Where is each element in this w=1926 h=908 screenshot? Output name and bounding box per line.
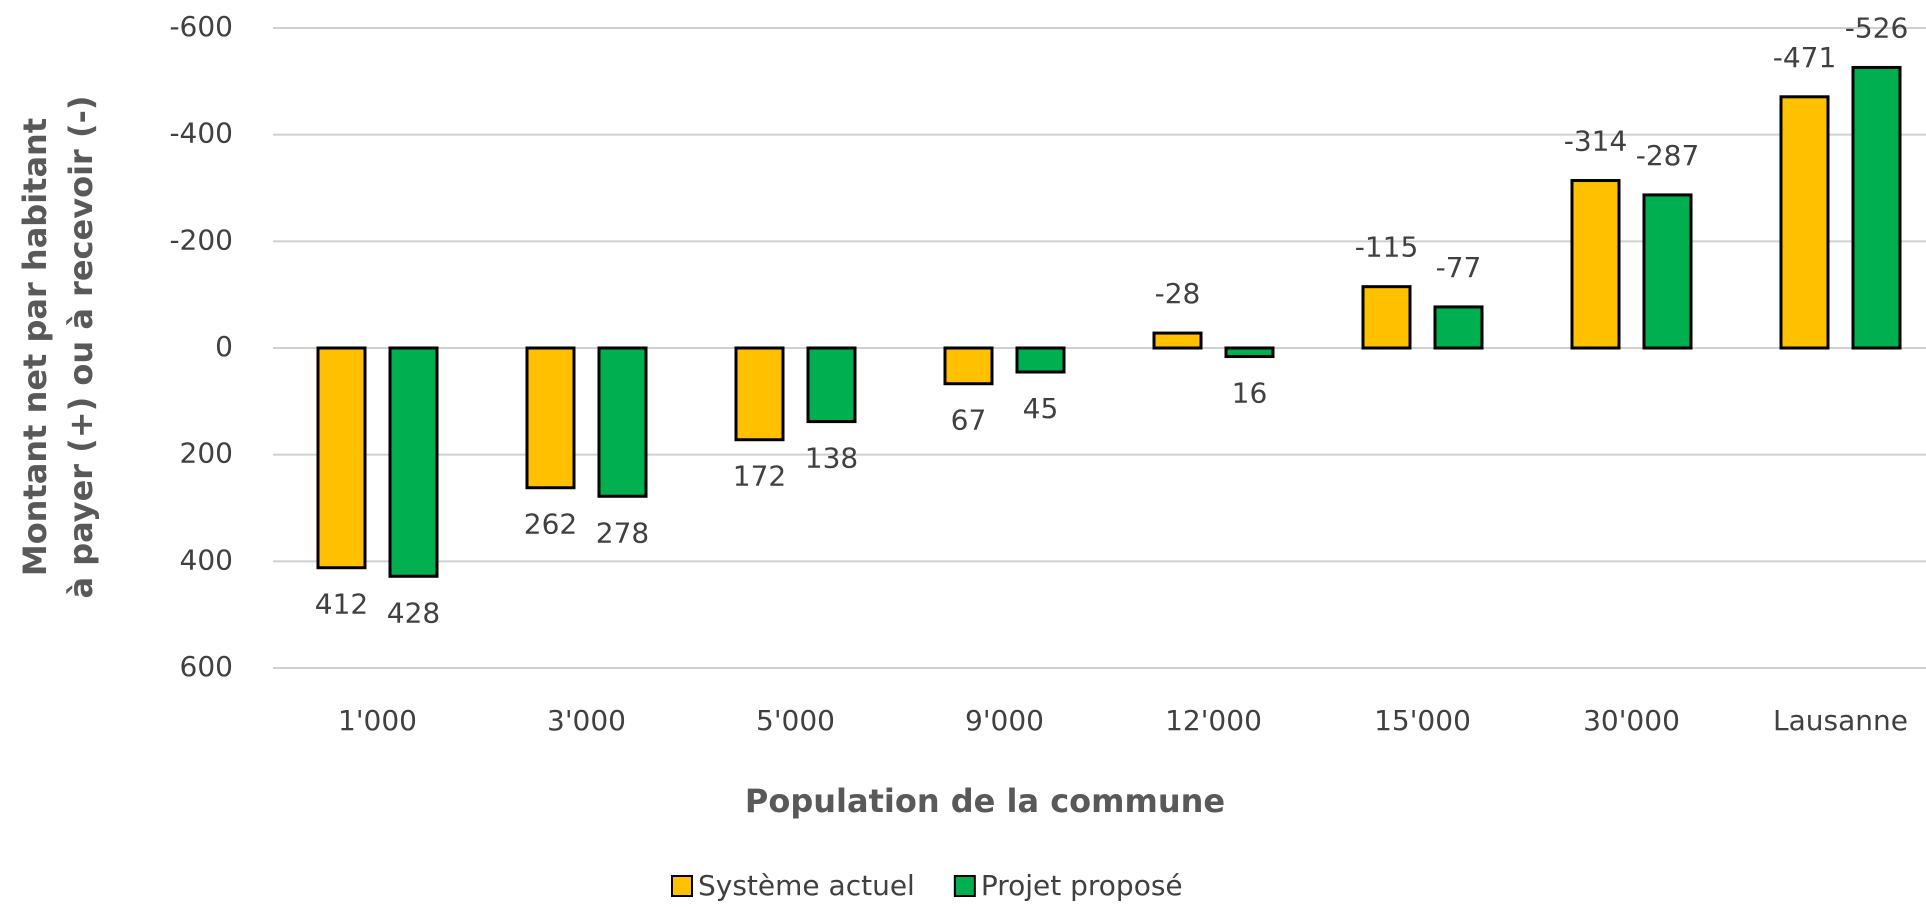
x-tick-label: 1'000 [338, 704, 417, 737]
data-label: 262 [524, 508, 577, 541]
bar [1570, 179, 1621, 350]
bar [1779, 95, 1830, 350]
legend-item: Projet proposé [953, 869, 1183, 902]
legend-swatch [671, 875, 693, 897]
x-tick-label: 3'000 [547, 704, 626, 737]
data-label: -115 [1355, 231, 1419, 264]
y-tick-label: 0 [215, 330, 233, 363]
x-tick-label: 15'000 [1374, 704, 1471, 737]
data-label: -471 [1773, 41, 1837, 74]
x-axis-title: Population de la commune [745, 782, 1225, 820]
bar [734, 346, 785, 442]
data-label: -526 [1845, 11, 1909, 44]
bar [1851, 65, 1902, 350]
bar [943, 346, 994, 386]
y-tick-label: 400 [180, 543, 233, 576]
y-tick-label: -400 [169, 117, 233, 150]
bar [525, 346, 576, 490]
data-label: 138 [805, 442, 858, 475]
data-label: 45 [1023, 392, 1059, 425]
bar [1361, 285, 1412, 350]
x-tick-label: 9'000 [965, 704, 1044, 737]
bar [316, 346, 367, 570]
data-label: 412 [315, 588, 368, 621]
data-label: 67 [951, 404, 987, 437]
bar [388, 346, 439, 578]
y-tick-label: -200 [169, 223, 233, 256]
data-label: -28 [1155, 277, 1201, 310]
y-tick-label: -600 [169, 10, 233, 43]
bar [806, 346, 857, 424]
bar [1152, 331, 1203, 350]
y-tick-label: 200 [180, 437, 233, 470]
data-label: 172 [733, 460, 786, 493]
data-label: -77 [1436, 251, 1482, 284]
data-label: 16 [1232, 377, 1268, 410]
x-tick-label: 12'000 [1165, 704, 1262, 737]
legend-swatch [953, 875, 976, 897]
x-tick-label: 5'000 [756, 704, 835, 737]
legend-item: Système actuel [671, 869, 915, 902]
bar [1433, 305, 1484, 350]
data-label: -287 [1636, 139, 1700, 172]
data-label: 278 [596, 516, 649, 549]
y-axis-title-line: à payer (+) ou à recevoir (-) [62, 96, 100, 599]
bar [1224, 346, 1275, 359]
bar [1642, 193, 1693, 350]
data-label: 428 [387, 596, 440, 629]
x-tick-label: 30'000 [1583, 704, 1680, 737]
bar [597, 346, 648, 498]
legend-label: Système actuel [698, 869, 915, 902]
y-axis-title-line: Montant net par habitant [16, 118, 54, 576]
data-label: -314 [1564, 125, 1628, 158]
bar [1015, 346, 1066, 374]
y-tick-label: 600 [180, 650, 233, 683]
y-axis-title: Montant net par habitant à payer (+) ou … [16, 96, 100, 599]
legend-label: Projet proposé [981, 869, 1183, 902]
x-tick-label: Lausanne [1773, 704, 1908, 737]
